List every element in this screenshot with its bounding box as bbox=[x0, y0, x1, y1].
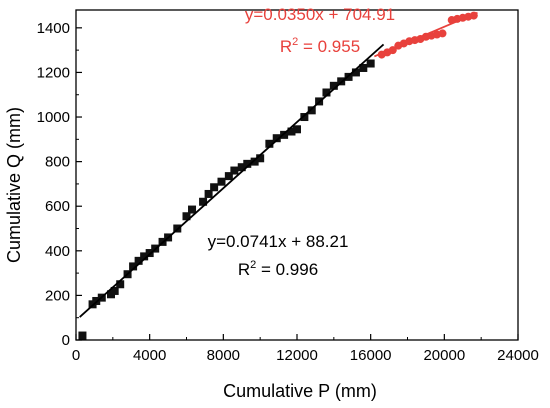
data-point bbox=[182, 212, 191, 221]
fit-line bbox=[373, 11, 478, 58]
black-fit-equation: y=0.0741x + 88.21 bbox=[208, 232, 349, 251]
data-point bbox=[116, 280, 125, 289]
data-point bbox=[293, 125, 301, 134]
data-point bbox=[322, 88, 331, 97]
x-tick-label: 20000 bbox=[423, 347, 465, 364]
data-point bbox=[280, 130, 289, 139]
data-point bbox=[300, 113, 309, 122]
data-point bbox=[256, 154, 265, 163]
red-fit-r2-value: = 0.955 bbox=[298, 37, 360, 56]
black-fit-r2-prefix: R bbox=[238, 260, 250, 279]
data-point bbox=[250, 157, 259, 166]
y-tick-label: 1200 bbox=[37, 64, 70, 81]
data-point bbox=[329, 81, 338, 90]
red-fit-r2-prefix: R bbox=[280, 37, 292, 56]
red-fit-equation: y=0.0350x + 704.91 bbox=[245, 5, 395, 24]
y-tick-label: 1400 bbox=[37, 20, 70, 37]
data-point bbox=[237, 163, 246, 172]
data-point bbox=[359, 63, 368, 72]
red-fit-r2-sup: 2 bbox=[292, 36, 298, 48]
data-point bbox=[204, 189, 213, 198]
x-tick-label: 16000 bbox=[350, 347, 392, 364]
data-point bbox=[230, 166, 239, 175]
data-point bbox=[140, 252, 149, 261]
data-point bbox=[307, 106, 316, 115]
y-axis-title: Cumulative Q (mm) bbox=[4, 107, 24, 263]
axes: 0 4000 8000 12000 16000 20000 24000 0 200 400 600 8… bbox=[37, 9, 539, 364]
data-point bbox=[217, 177, 226, 186]
data-point bbox=[210, 183, 219, 192]
data-point bbox=[134, 256, 143, 265]
data-point bbox=[351, 68, 360, 77]
data-point bbox=[110, 286, 119, 295]
data-point bbox=[224, 172, 233, 181]
x-tick-label: 4000 bbox=[133, 347, 166, 364]
y-tick-label: 400 bbox=[45, 243, 70, 260]
black-fit-r2-sup: 2 bbox=[250, 259, 256, 271]
x-tick-label: 12000 bbox=[276, 347, 318, 364]
y-tick-label: 1000 bbox=[37, 109, 70, 126]
black-fit-r2: R2 = 0.996 bbox=[238, 259, 318, 279]
data-point bbox=[438, 29, 447, 38]
fit-line bbox=[79, 43, 385, 318]
x-tick-label: 8000 bbox=[207, 347, 240, 364]
x-axis-title: Cumulative P (mm) bbox=[223, 381, 377, 401]
data-point bbox=[287, 127, 296, 136]
data-point bbox=[188, 205, 197, 214]
data-point bbox=[199, 197, 208, 206]
y-tick-label: 0 bbox=[62, 332, 70, 349]
x-tick-label: 0 bbox=[72, 347, 80, 364]
x-tick-label: 24000 bbox=[497, 347, 539, 364]
plot-frame bbox=[75, 9, 519, 341]
data-point bbox=[129, 262, 138, 271]
data-point bbox=[243, 159, 252, 168]
y-tick-label: 200 bbox=[45, 287, 70, 304]
data-point bbox=[366, 59, 375, 68]
data-point bbox=[265, 139, 274, 148]
y-tick-label: 800 bbox=[45, 154, 70, 171]
plot-marks bbox=[78, 11, 478, 340]
data-point bbox=[78, 331, 87, 340]
y-tick-label: 600 bbox=[45, 198, 70, 215]
data-point bbox=[272, 134, 281, 143]
red-fit-r2: R2 = 0.955 bbox=[280, 36, 360, 56]
black-fit-r2-value: = 0.996 bbox=[256, 260, 318, 279]
